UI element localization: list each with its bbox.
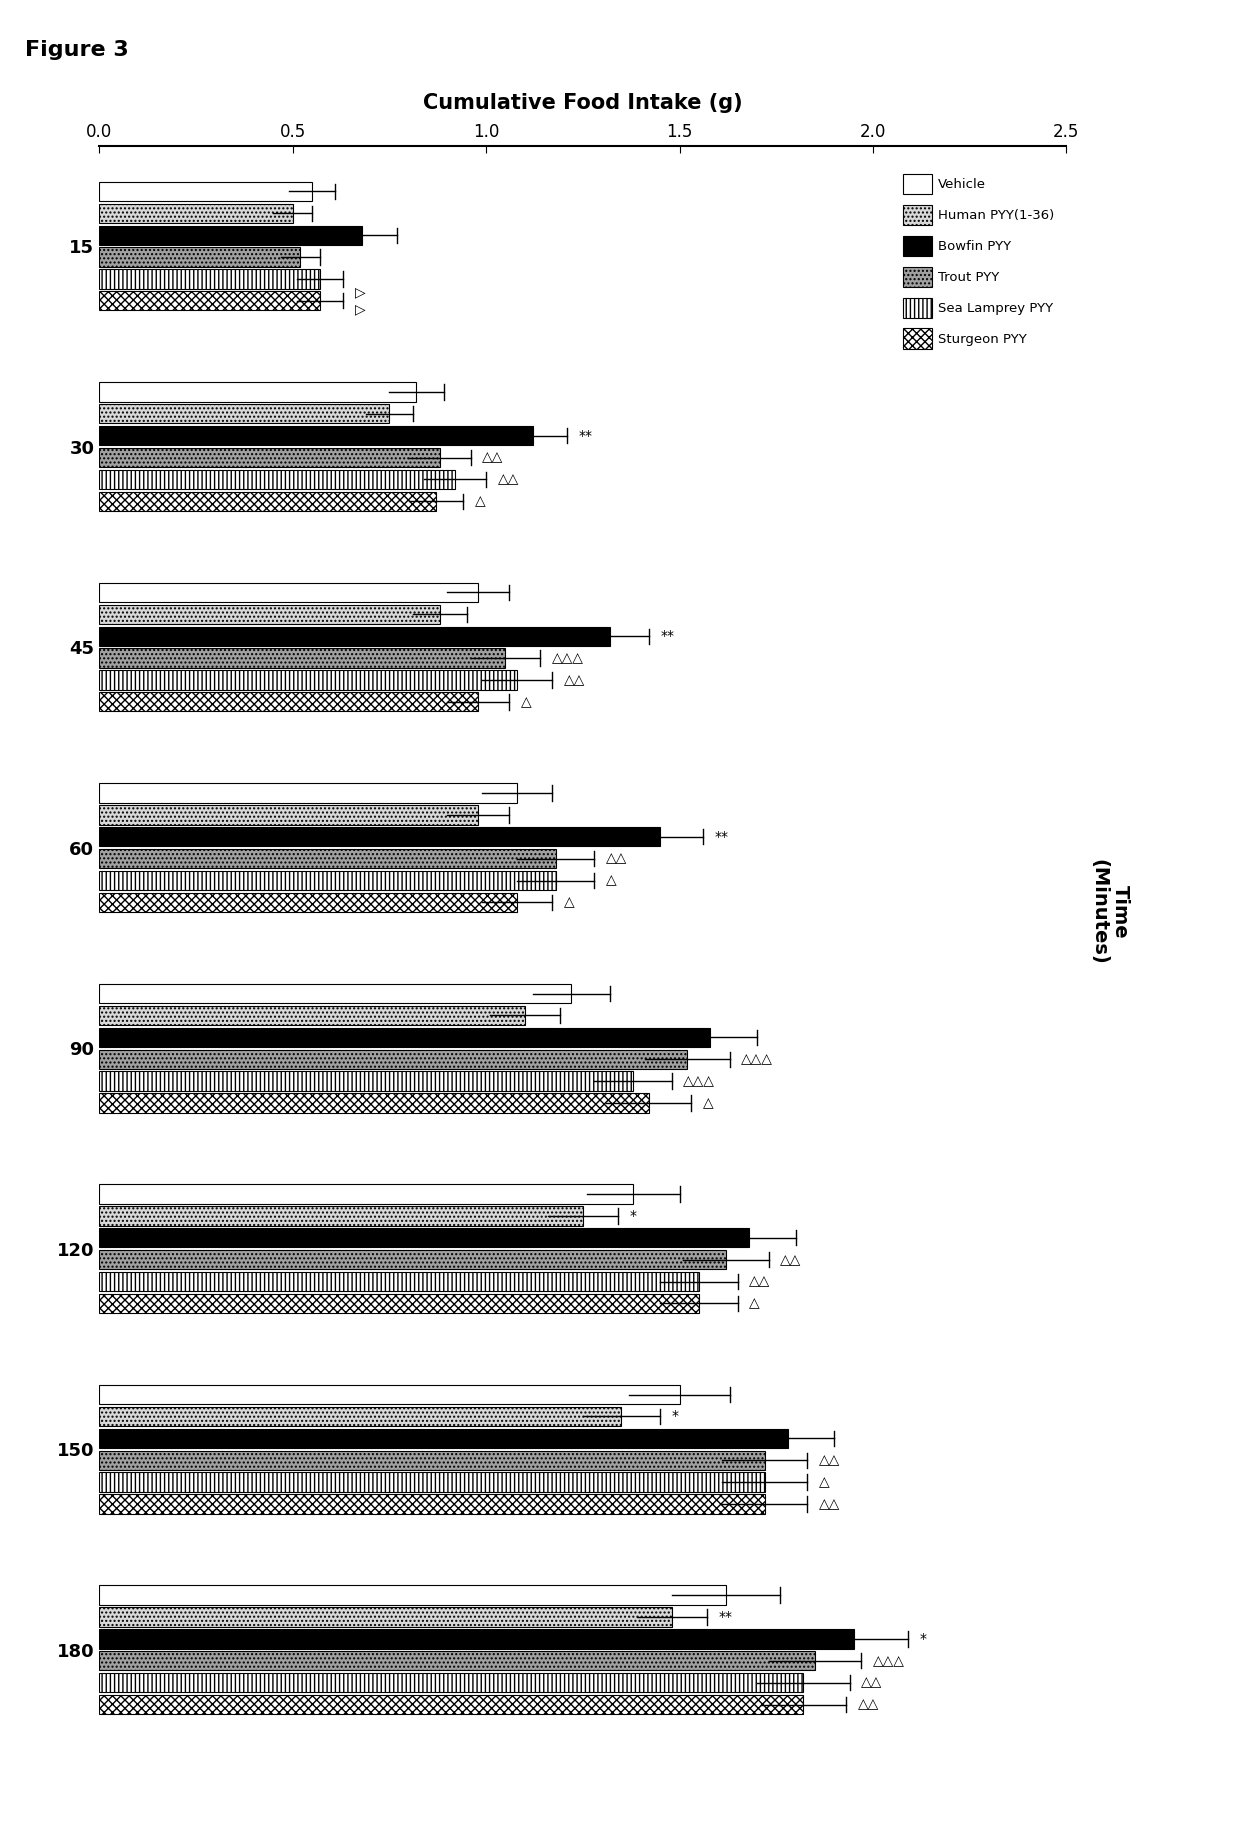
Text: △△△: △△△ [683,1074,715,1088]
Bar [99,1695,804,1714]
Text: △: △ [521,695,532,709]
Text: △: △ [749,1296,760,1311]
Bar [99,427,532,445]
Bar [99,850,556,868]
Text: △△: △△ [862,1675,883,1690]
Text: **: ** [660,629,675,644]
Bar [99,649,506,667]
Text: **: ** [579,428,593,443]
Text: △△: △△ [858,1697,879,1712]
Text: △△: △△ [818,1497,839,1511]
Bar [99,605,440,623]
Text: △△: △△ [482,450,503,465]
Bar [99,828,660,846]
Bar [99,1495,765,1513]
Text: △△: △△ [563,673,585,687]
Bar [99,1586,725,1604]
Bar [99,1050,687,1068]
Bar [99,671,517,689]
Bar [99,182,312,201]
Bar [99,492,435,510]
Text: ▷
▷: ▷ ▷ [355,286,365,315]
Bar [99,784,517,802]
Text: △△△: △△△ [873,1653,905,1668]
Bar [99,1207,583,1225]
Bar [99,1451,765,1469]
Bar [99,893,517,912]
Bar [99,383,417,401]
Bar [99,1608,672,1626]
Bar [99,583,479,602]
Bar [99,871,556,890]
Text: **: ** [718,1610,732,1624]
Text: △: △ [606,873,616,888]
Bar [99,1185,634,1203]
Bar [99,806,479,824]
Text: △△: △△ [749,1274,770,1289]
Bar [99,405,389,423]
Text: Figure 3: Figure 3 [25,40,129,60]
Text: *: * [672,1409,678,1424]
Bar [99,1229,749,1247]
Bar [99,1429,787,1447]
Bar [99,984,572,1003]
Text: Time
(Minutes): Time (Minutes) [1089,859,1131,964]
Text: *: * [629,1209,636,1223]
Bar [99,470,455,489]
Legend: Vehicle, Human PYY(1-36), Bowfin PYY, Trout PYY, Sea Lamprey PYY, Sturgeon PYY: Vehicle, Human PYY(1-36), Bowfin PYY, Tr… [898,168,1060,354]
Text: △△△: △△△ [552,651,584,665]
Text: △: △ [703,1096,713,1110]
Bar [99,248,300,266]
Bar [99,1674,804,1692]
X-axis label: Cumulative Food Intake (g): Cumulative Food Intake (g) [423,93,743,113]
Bar [99,270,320,288]
Bar [99,693,479,711]
Bar [99,1294,699,1313]
Text: △: △ [818,1475,830,1489]
Text: △: △ [475,494,485,509]
Bar [99,1630,853,1648]
Bar [99,1385,680,1404]
Bar [99,1072,634,1090]
Bar [99,448,440,467]
Bar [99,1407,621,1426]
Bar [99,1272,699,1291]
Text: △△: △△ [606,851,627,866]
Bar [99,292,320,310]
Text: *: * [919,1632,926,1646]
Text: **: ** [714,829,728,844]
Bar [99,1028,711,1046]
Bar [99,1094,649,1112]
Text: △△△: △△△ [742,1052,774,1066]
Text: △: △ [563,895,574,910]
Bar [99,1652,815,1670]
Bar [99,204,293,222]
Bar [99,1473,765,1491]
Text: △△: △△ [780,1252,801,1267]
Bar [99,1251,725,1269]
Text: △△: △△ [818,1453,839,1468]
Bar [99,1006,525,1025]
Text: △△: △△ [497,472,518,487]
Bar [99,226,362,244]
Bar [99,627,610,645]
